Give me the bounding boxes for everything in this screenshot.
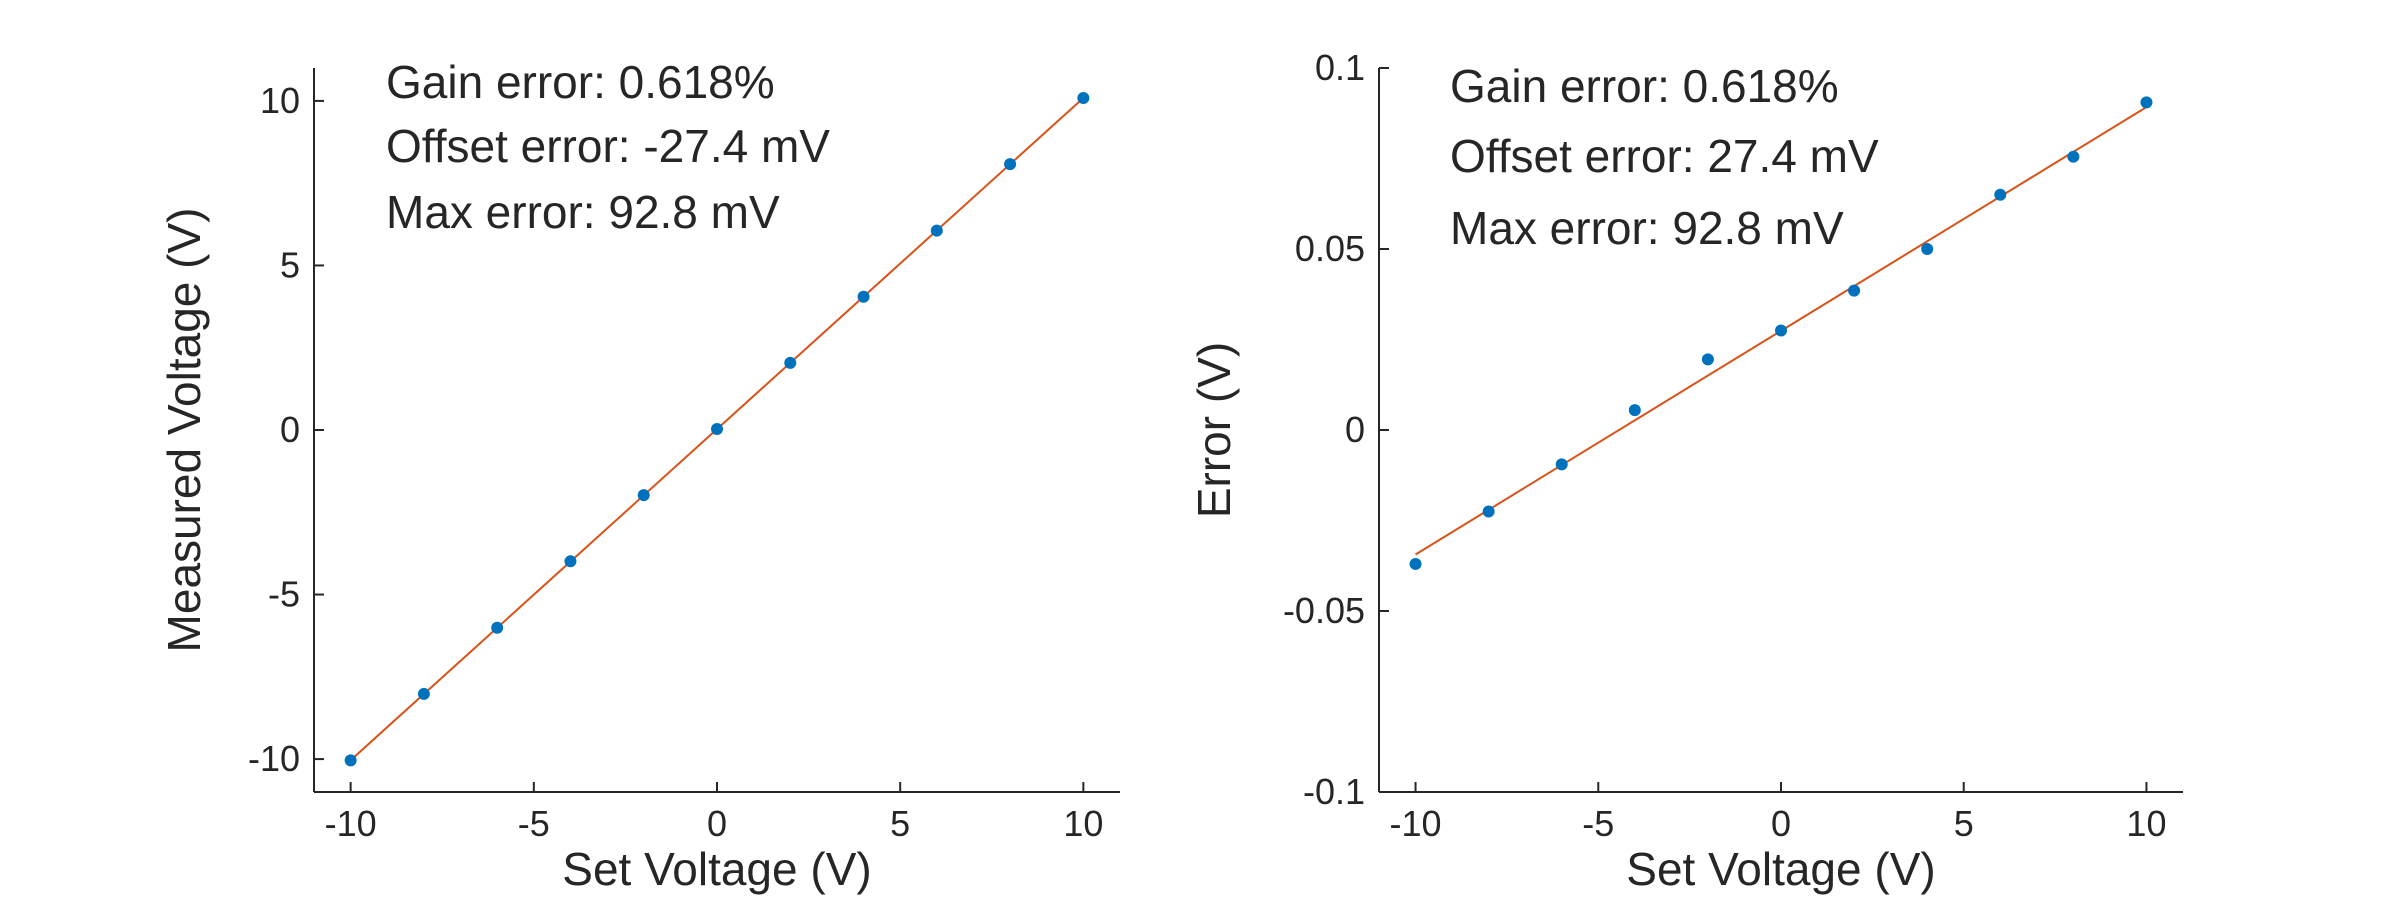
chart-1-y-axis-label: Measured Voltage (V) xyxy=(158,208,210,653)
chart-2-data-point xyxy=(2140,96,2153,109)
chart-2-data-point xyxy=(1994,188,2007,201)
chart-2-y-axis-label: Error (V) xyxy=(1188,342,1240,518)
chart-1-data-point xyxy=(344,754,357,767)
chart-2-x-axis-label: Set Voltage (V) xyxy=(1626,843,1935,895)
chart-2-x-tick-label: -5 xyxy=(1582,803,1614,844)
chart-1-data-point xyxy=(857,290,870,303)
chart-2-data-point xyxy=(1628,404,1641,417)
chart-2-x-tick-label: 10 xyxy=(2126,803,2166,844)
chart-1-data-point xyxy=(564,555,577,568)
chart-2-x-tick-label: 0 xyxy=(1771,803,1791,844)
chart-2-x-tick-label: -10 xyxy=(1390,803,1442,844)
chart-1-data-point xyxy=(1077,91,1090,104)
chart-2-data-point xyxy=(1701,353,1714,366)
chart-2-data-point xyxy=(1848,284,1861,297)
chart-1-y-tick-label: -10 xyxy=(248,738,300,779)
chart-1-annotation-1: Gain error: 0.618% xyxy=(386,56,775,108)
chart-1-data-point xyxy=(711,423,723,436)
chart-2-x-tick-label: 5 xyxy=(1954,803,1974,844)
chart-1-y-tick-label: 0 xyxy=(280,409,300,450)
chart-2-data-point xyxy=(1482,505,1495,518)
chart-2-data-point xyxy=(1775,324,1787,337)
chart-2-y-tick-label: -0.1 xyxy=(1303,771,1365,812)
chart-1-annotation-2: Offset error: -27.4 mV xyxy=(386,120,830,172)
chart-2-y-tick-label: 0.1 xyxy=(1315,47,1365,88)
chart-1-x-tick-label: 0 xyxy=(707,803,727,844)
chart-1-y-tick-label: 10 xyxy=(260,80,300,121)
chart-1-x-tick-label: 5 xyxy=(890,803,910,844)
chart-2-annotation-3: Max error: 92.8 mV xyxy=(1450,202,1844,254)
chart-2-data-point xyxy=(1921,243,1934,255)
chart-1-x-axis-label: Set Voltage (V) xyxy=(562,843,871,895)
chart-1-data-point xyxy=(417,687,430,700)
chart-2-annotation-1: Gain error: 0.618% xyxy=(1450,60,1839,112)
chart-1-annotation-3: Max error: 92.8 mV xyxy=(386,186,780,238)
chart-1-data-point xyxy=(784,356,797,369)
chart-1-x-tick-label: -10 xyxy=(325,803,377,844)
chart-2-y-tick-label: 0 xyxy=(1345,409,1365,450)
chart-2-data-point xyxy=(1555,458,1568,471)
chart-1-y-tick-label: 5 xyxy=(280,244,300,285)
chart-2-data-point xyxy=(1409,557,1422,570)
chart-1-data-point xyxy=(637,489,650,502)
chart-1-data-point xyxy=(1004,158,1017,171)
chart-1-data-point xyxy=(930,224,943,237)
chart-2-y-tick-label: -0.05 xyxy=(1283,590,1365,631)
chart-1-x-tick-label: -5 xyxy=(518,803,550,844)
chart-1-y-tick-label: -5 xyxy=(268,574,300,615)
chart-2-data-point xyxy=(2067,150,2080,163)
chart-1-data-point xyxy=(491,621,504,634)
chart-1-x-tick-label: 10 xyxy=(1063,803,1103,844)
chart-2-y-tick-label: 0.05 xyxy=(1295,228,1365,269)
chart-2-annotation-2: Offset error: 27.4 mV xyxy=(1450,130,1879,182)
